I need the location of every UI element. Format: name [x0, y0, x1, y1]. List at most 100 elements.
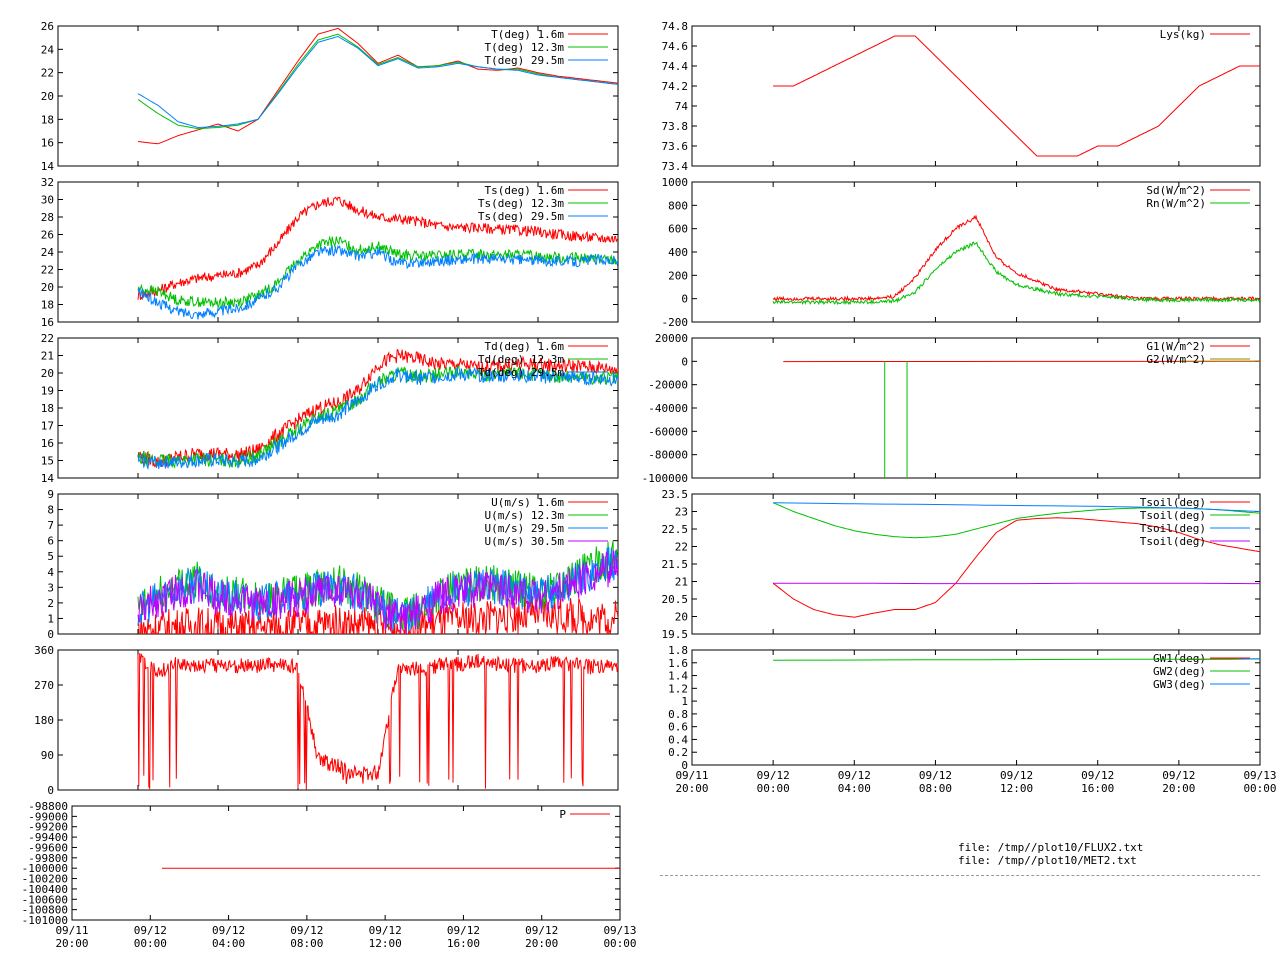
- legend-label: Sd(W/m^2): [1146, 184, 1206, 197]
- plot-frame: [71, 805, 621, 921]
- y-tick-label: 19.5: [662, 628, 689, 641]
- legend-label: GW1(deg): [1153, 652, 1206, 665]
- series-line-td-0: [137, 348, 618, 468]
- series-line-u-1: [137, 540, 618, 630]
- y-tick-label: 16: [41, 137, 54, 150]
- panel-t: 14 16 18 20 22 24 26 T(deg) 1.6mT(deg) 12.3mT(d…: [41, 20, 619, 173]
- x-tick-label: 09/13: [603, 924, 636, 937]
- x-tick-label: 00:00: [134, 937, 167, 950]
- panel-p: -101000-100800-100600-100400-100200-1000…: [22, 800, 637, 950]
- x-tick-label: 09/12: [134, 924, 167, 937]
- y-tick-label: -40000: [648, 402, 688, 415]
- y-tick-label: 22: [41, 332, 54, 345]
- legend-label: Ts(deg) 29.5m: [478, 210, 564, 223]
- y-tick-label: 15: [41, 455, 54, 468]
- panel-tsoil: 19.52020.52121.52222.52323.5Tsoil(deg)Ts…: [662, 488, 1261, 641]
- y-tick-label: -100400: [22, 883, 68, 896]
- y-tick-label: -20000: [648, 379, 688, 392]
- y-tick-label: 20.5: [662, 593, 689, 606]
- y-tick-label: -100600: [22, 893, 68, 906]
- y-tick-label: 20: [41, 281, 54, 294]
- y-tick-label: -99400: [28, 831, 68, 844]
- plot-frame: [57, 649, 619, 791]
- y-tick-label: 22.5: [662, 523, 689, 536]
- y-tick-label: 14: [41, 472, 55, 485]
- y-tick-label: 21: [41, 350, 54, 363]
- x-tick-label: 20:00: [675, 782, 708, 795]
- series-line-t-1: [137, 33, 618, 130]
- y-tick-label: -99000: [28, 810, 68, 823]
- y-tick-label: 32: [41, 176, 54, 189]
- series-line-tsoil-0: [772, 517, 1260, 618]
- series-line-rad-0: [772, 214, 1260, 302]
- y-tick-label: 23.5: [662, 488, 689, 501]
- y-tick-label: 3: [47, 581, 54, 594]
- plot-frame: [691, 25, 1261, 167]
- series-line-ts-2: [137, 244, 618, 320]
- y-tick-label: 6: [47, 535, 54, 548]
- y-tick-label: 18: [41, 402, 54, 415]
- y-tick-label: 7: [47, 519, 54, 532]
- x-tick-label: 20:00: [1162, 782, 1195, 795]
- y-tick-label: 22: [41, 264, 54, 277]
- x-tick-label: 16:00: [1081, 782, 1114, 795]
- y-tick-label: 0: [681, 355, 688, 368]
- x-tick-label: 09/12: [1000, 769, 1033, 782]
- y-tick-label: 74.2: [662, 80, 689, 93]
- y-tick-label: 1.4: [668, 670, 688, 683]
- y-tick-label: 17: [41, 420, 54, 433]
- legend-label: GW3(deg): [1153, 678, 1206, 691]
- file-line-met: file: /tmp//plot10/MET2.txt: [958, 854, 1137, 867]
- y-tick-label: 73.4: [662, 160, 689, 173]
- y-tick-label: 0.2: [668, 746, 688, 759]
- legend-label: Tsoil(deg): [1140, 535, 1206, 548]
- y-tick-label: 0: [681, 759, 688, 772]
- y-tick-label: -60000: [648, 425, 688, 438]
- y-tick-label: 24: [41, 43, 55, 56]
- y-tick-label: -99600: [28, 841, 68, 854]
- y-tick-label: 400: [668, 246, 688, 259]
- y-tick-label: 21: [675, 576, 688, 589]
- legend-label: GW2(deg): [1153, 665, 1206, 678]
- legend-label: Td(deg) 1.6m: [485, 340, 565, 353]
- y-tick-label: -100000: [642, 472, 688, 485]
- legend-label: T(deg) 1.6m: [491, 28, 564, 41]
- y-tick-label: 0: [47, 628, 54, 641]
- x-tick-label: 12:00: [1000, 782, 1033, 795]
- y-tick-label: -100800: [22, 904, 68, 917]
- legend-label: P: [559, 808, 566, 821]
- panel-lys: 73.4 73.6 73.8 74 74.2 74.4 74.6 74.8 Lys(kg): [662, 20, 1261, 173]
- y-tick-label: 800: [668, 199, 688, 212]
- y-tick-label: 19: [41, 385, 54, 398]
- x-tick-label: 09/12: [525, 924, 558, 937]
- x-tick-label: 08:00: [919, 782, 952, 795]
- x-tick-label: 16:00: [447, 937, 480, 950]
- x-tick-label: 09/12: [212, 924, 245, 937]
- y-tick-label: 23: [675, 506, 688, 519]
- y-tick-label: -99800: [28, 852, 68, 865]
- x-tick-label: 20:00: [55, 937, 88, 950]
- series-line-u-3: [137, 549, 618, 634]
- series-line-ts-0: [137, 196, 618, 301]
- x-tick-label: 04:00: [838, 782, 871, 795]
- legend-label: G2(W/m^2): [1146, 353, 1206, 366]
- file-line-flux: file: /tmp//plot10/FLUX2.txt: [958, 841, 1144, 854]
- x-tick-label: 09/13: [1243, 769, 1276, 782]
- y-tick-label: 0.4: [668, 733, 688, 746]
- series-line-t-0: [137, 27, 618, 145]
- y-tick-label: 4: [47, 566, 54, 579]
- y-tick-label: 26: [41, 20, 54, 33]
- legend-label: Td(deg) 12.3m: [478, 353, 564, 366]
- legend-label: T(deg) 12.3m: [485, 41, 565, 54]
- y-tick-label: 20: [675, 611, 688, 624]
- y-tick-label: 20: [41, 90, 54, 103]
- y-tick-label: 8: [47, 504, 54, 517]
- y-tick-label: 0.8: [668, 708, 688, 721]
- legend-label: U(m/s) 29.5m: [485, 522, 565, 535]
- y-tick-label: 18: [41, 113, 54, 126]
- y-tick-label: 270: [34, 679, 54, 692]
- y-tick-label: 73.8: [662, 120, 689, 133]
- y-tick-label: 0.6: [668, 721, 688, 734]
- y-tick-label: 24: [41, 246, 55, 259]
